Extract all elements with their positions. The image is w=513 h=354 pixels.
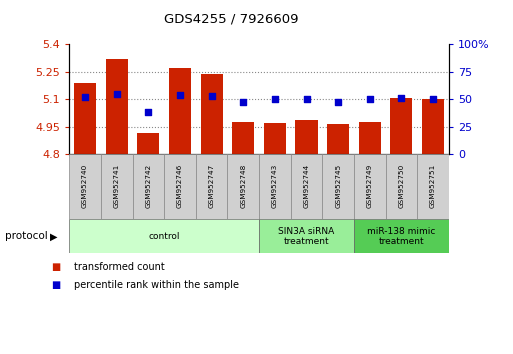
Point [271,96,279,102]
Bar [106,59,128,154]
Bar [101,154,132,219]
Bar [327,124,349,154]
Point [144,109,152,115]
Text: ■: ■ [51,262,61,272]
Text: GSM952742: GSM952742 [145,163,151,207]
Bar [232,122,254,154]
Text: GSM952743: GSM952743 [272,163,278,207]
Bar [137,133,160,154]
Bar [359,122,381,154]
Text: transformed count: transformed count [74,262,165,272]
Text: GSM952747: GSM952747 [209,163,214,207]
Text: GSM952740: GSM952740 [82,163,88,207]
Bar [201,74,223,154]
Bar [291,154,322,219]
Point [334,99,342,105]
Bar [354,154,386,219]
Point [397,95,405,101]
Text: GDS4255 / 7926609: GDS4255 / 7926609 [164,12,298,25]
Bar [417,154,449,219]
Point [113,91,121,97]
Text: GSM952748: GSM952748 [240,163,246,207]
Bar [259,154,291,219]
Bar [164,154,196,219]
Bar [132,154,164,219]
Text: GSM952744: GSM952744 [304,163,309,207]
Bar [69,219,259,253]
Point [302,96,310,102]
Bar [69,154,101,219]
Text: ▶: ▶ [50,231,57,241]
Bar [386,154,417,219]
Text: control: control [148,232,180,241]
Bar [259,219,354,253]
Bar [390,98,412,154]
Text: SIN3A siRNA
treatment: SIN3A siRNA treatment [279,227,334,246]
Bar [354,219,449,253]
Point [239,99,247,105]
Text: miR-138 mimic
treatment: miR-138 mimic treatment [367,227,436,246]
Point [81,94,89,100]
Text: GSM952745: GSM952745 [335,163,341,207]
Text: GSM952746: GSM952746 [177,163,183,207]
Text: GSM952749: GSM952749 [367,163,373,207]
Bar [422,99,444,154]
Bar [295,120,318,154]
Text: GSM952750: GSM952750 [399,163,404,207]
Point [207,93,215,99]
Point [176,92,184,98]
Bar [322,154,354,219]
Point [366,96,374,102]
Point [429,96,437,102]
Text: GSM952741: GSM952741 [114,163,120,207]
Text: GSM952751: GSM952751 [430,163,436,207]
Bar [227,154,259,219]
Bar [264,123,286,154]
Text: percentile rank within the sample: percentile rank within the sample [74,280,240,290]
Bar [169,68,191,154]
Bar [196,154,227,219]
Text: protocol: protocol [5,231,48,241]
Bar [74,82,96,154]
Text: ■: ■ [51,280,61,290]
